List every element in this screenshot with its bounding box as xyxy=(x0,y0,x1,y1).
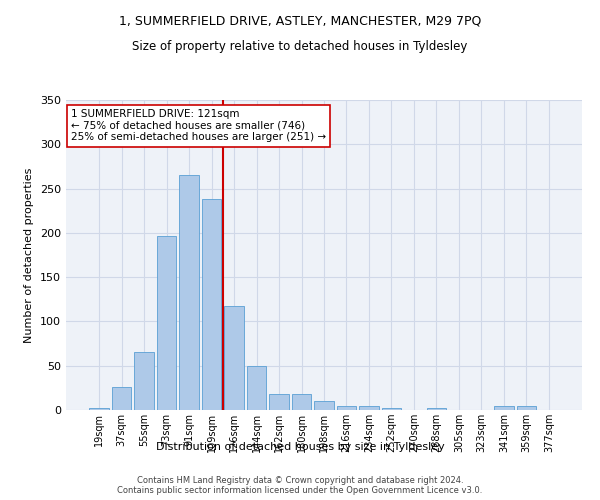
Bar xyxy=(247,366,266,410)
Bar xyxy=(134,352,154,410)
Bar xyxy=(314,401,334,410)
Bar xyxy=(517,406,536,410)
Bar xyxy=(112,387,131,410)
Bar xyxy=(224,306,244,410)
Bar xyxy=(89,408,109,410)
Bar xyxy=(337,406,356,410)
Y-axis label: Number of detached properties: Number of detached properties xyxy=(25,168,34,342)
Text: Size of property relative to detached houses in Tyldesley: Size of property relative to detached ho… xyxy=(133,40,467,53)
Bar xyxy=(382,408,401,410)
Text: Distribution of detached houses by size in Tyldesley: Distribution of detached houses by size … xyxy=(155,442,445,452)
Bar xyxy=(427,408,446,410)
Bar xyxy=(179,176,199,410)
Bar xyxy=(202,199,221,410)
Bar xyxy=(269,394,289,410)
Text: 1 SUMMERFIELD DRIVE: 121sqm
← 75% of detached houses are smaller (746)
25% of se: 1 SUMMERFIELD DRIVE: 121sqm ← 75% of det… xyxy=(71,110,326,142)
Bar xyxy=(359,406,379,410)
Text: Contains HM Land Registry data © Crown copyright and database right 2024.
Contai: Contains HM Land Registry data © Crown c… xyxy=(118,476,482,495)
Bar xyxy=(292,394,311,410)
Bar xyxy=(157,236,176,410)
Bar xyxy=(494,406,514,410)
Text: 1, SUMMERFIELD DRIVE, ASTLEY, MANCHESTER, M29 7PQ: 1, SUMMERFIELD DRIVE, ASTLEY, MANCHESTER… xyxy=(119,15,481,28)
